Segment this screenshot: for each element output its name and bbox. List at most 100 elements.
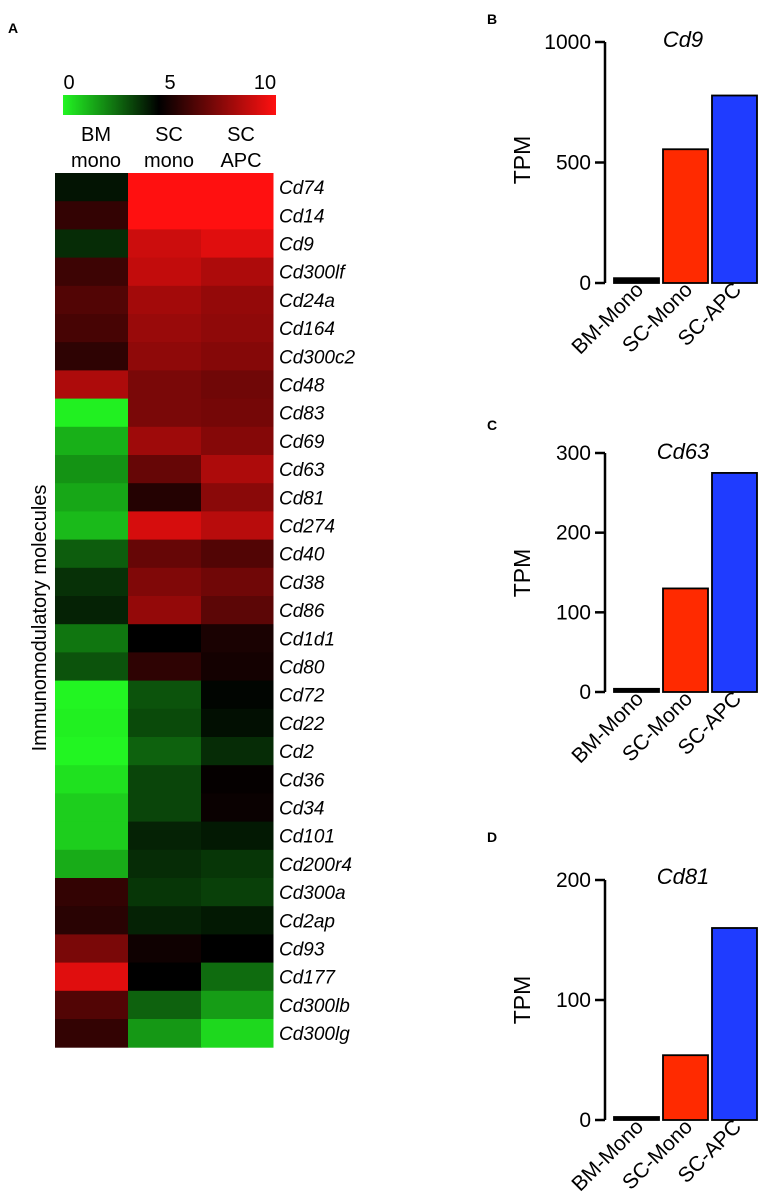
heatmap-row-label-cd2: Cd2 [279,742,314,763]
heatmap-cell-cd164-sc-mono [128,314,202,343]
chart-title: Cd9 [663,27,703,52]
heatmap-cell-cd1d1-bm-mono [55,624,129,653]
heatmap-cell-cd34-sc-mono [128,793,202,823]
heatmap-cell-cd101-sc-mono [128,821,202,851]
bar-sc-apc [711,927,758,1121]
heatmap-row-label-cd177: Cd177 [279,968,336,989]
heatmap-cell-cd9-bm-mono [55,229,129,259]
heatmap-cell-cd2ap-bm-mono [55,906,129,935]
heatmap-row-label-cd48: Cd48 [279,376,325,397]
heatmap-row-label-cd83: Cd83 [279,404,325,425]
heatmap-cell-cd177-sc-mono [128,962,202,992]
heatmap-cell-cd274-bm-mono [55,511,129,541]
heatmap-cell-cd1d1-sc-mono [128,624,202,653]
heatmap-cell-cd300c2-bm-mono [55,342,129,371]
bar-sc-mono [662,148,709,284]
heatmap-cell-cd22-bm-mono [55,708,129,738]
heatmap-cell-cd300lg-bm-mono [55,1019,129,1048]
heatmap-row-label-cd34: Cd34 [279,799,324,820]
bar-sc-apc [711,94,758,284]
heatmap-row-label-cd40: Cd40 [279,545,325,566]
heatmap-cell-cd2ap-sc-apc [201,906,274,935]
heatmap-cell-cd93-sc-apc [201,934,274,964]
heatmap-cell-cd48-sc-mono [128,370,202,400]
heatmap-cell-cd34-bm-mono [55,793,129,823]
heatmap-cell-cd101-bm-mono [55,821,129,851]
scale-max-label: 10 [254,72,276,94]
column-header-scapc-line1: SC [227,124,255,146]
heatmap-cell-cd81-bm-mono [55,483,129,512]
heatmap-cell-cd83-bm-mono [55,398,129,428]
heatmap-row-label-cd69: Cd69 [279,432,325,453]
heatmap-y-axis-label: Immunomodulatory molecules [29,485,51,752]
heatmap-cell-cd74-sc-apc [201,173,274,202]
heatmap-cell-cd86-bm-mono [55,596,129,625]
panel-label-a: A [8,20,18,36]
heatmap-row-label-cd72: Cd72 [279,686,325,707]
y-axis-label: TPM [509,549,535,598]
panel-label-c: C [487,417,497,433]
scale-mid-label: 5 [164,72,175,94]
bar-sc-mono [662,587,709,693]
heatmap-row-label-cd274: Cd274 [279,517,335,538]
heatmap-cell-cd36-sc-mono [128,765,202,794]
heatmap-cell-cd300a-sc-mono [128,878,202,907]
heatmap-cell-cd48-sc-apc [201,370,274,400]
heatmap: Cd74 Cd14 Cd9 Cd300lf Cd24a Cd164 Cd300c2 Cd48 C… [55,173,355,1048]
y-tick-label-100: 100 [556,989,591,1012]
heatmap-row-label-cd81: Cd81 [279,488,324,509]
heatmap-cell-cd48-bm-mono [55,370,129,400]
heatmap-cell-cd274-sc-mono [128,511,202,541]
y-tick-label-0: 0 [579,1109,591,1132]
heatmap-cell-cd38-sc-mono [128,567,202,597]
heatmap-cell-cd38-sc-apc [201,567,274,597]
heatmap-cell-cd36-bm-mono [55,765,129,794]
heatmap-row-label-cd74: Cd74 [279,178,324,199]
y-axis-label: TPM [509,976,535,1025]
heatmap-cell-cd14-sc-apc [201,201,274,230]
color-scale: 0 5 10 [63,72,276,115]
heatmap-cell-cd72-sc-mono [128,680,202,710]
heatmap-row-label-cd300a: Cd300a [279,883,346,904]
y-tick-label-0: 0 [579,272,591,295]
y-tick-label-500: 500 [556,152,591,175]
bar-sc-apc [711,472,758,693]
heatmap-cell-cd300lb-bm-mono [55,990,129,1020]
heatmap-cell-cd86-sc-mono [128,596,202,625]
heatmap-cell-cd36-sc-apc [201,765,274,794]
bar-sc-mono [662,1054,709,1121]
heatmap-cell-cd300c2-sc-mono [128,342,202,371]
chart-title: Cd63 [657,439,710,464]
column-header-bm-line1: BM [81,124,111,146]
heatmap-cell-cd200r4-sc-apc [201,849,274,879]
heatmap-cell-cd81-sc-mono [128,483,202,512]
scale-min-label: 0 [63,72,74,94]
heatmap-cell-cd22-sc-mono [128,708,202,738]
heatmap-row-label-cd9: Cd9 [279,235,314,256]
heatmap-cell-cd69-sc-apc [201,426,274,456]
heatmap-row-label-cd300lf: Cd300lf [279,263,346,284]
heatmap-row-label-cd300lg: Cd300lg [279,1024,350,1045]
heatmap-cell-cd40-sc-apc [201,539,274,569]
heatmap-cell-cd2-sc-mono [128,737,202,766]
heatmap-cell-cd93-bm-mono [55,934,129,964]
heatmap-cell-cd40-sc-mono [128,539,202,569]
heatmap-row-label-cd14: Cd14 [279,206,324,227]
y-tick-label-0: 0 [579,681,591,704]
heatmap-row-label-cd200r4: Cd200r4 [279,855,352,876]
heatmap-cell-cd300lb-sc-mono [128,990,202,1020]
heatmap-row-label-cd24a: Cd24a [279,291,335,312]
y-axis-label: TPM [509,136,535,185]
heatmap-row-label-cd86: Cd86 [279,601,325,622]
heatmap-cell-cd300lb-sc-apc [201,990,274,1020]
heatmap-cell-cd24a-sc-apc [201,285,274,315]
heatmap-cell-cd200r4-bm-mono [55,849,129,879]
heatmap-cell-cd80-bm-mono [55,652,129,682]
heatmap-cell-cd300a-bm-mono [55,878,129,907]
column-header-scmono-line2: mono [144,150,194,172]
heatmap-row-label-cd101: Cd101 [279,827,335,848]
heatmap-cell-cd164-sc-apc [201,314,274,343]
y-tick-label-200: 200 [556,522,591,545]
